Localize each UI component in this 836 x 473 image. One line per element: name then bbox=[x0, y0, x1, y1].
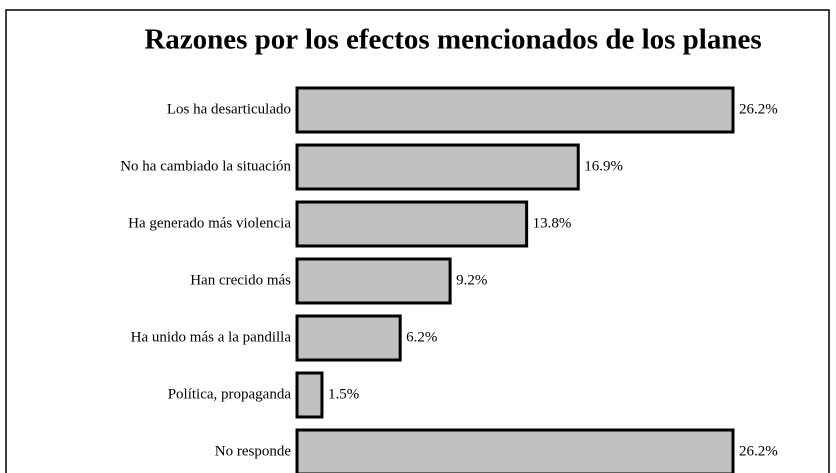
value-label: 1.5% bbox=[328, 386, 359, 402]
bar bbox=[295, 257, 452, 305]
value-label: 26.2% bbox=[739, 101, 778, 117]
value-label: 9.2% bbox=[456, 272, 487, 288]
category-label: Los ha desarticulado bbox=[167, 101, 291, 117]
category-label: Ha generado más violencia bbox=[128, 215, 291, 231]
bar bbox=[295, 371, 324, 419]
category-label: Han crecido más bbox=[190, 272, 291, 288]
category-label: No ha cambiado la situación bbox=[120, 158, 291, 174]
category-label: Ha unido más a la pandilla bbox=[131, 329, 292, 345]
value-label: 13.8% bbox=[533, 215, 572, 231]
value-label: 16.9% bbox=[584, 158, 623, 174]
bar bbox=[295, 143, 580, 191]
bar bbox=[295, 314, 402, 362]
category-label: No responde bbox=[215, 443, 292, 459]
bar bbox=[295, 428, 735, 473]
bar bbox=[295, 86, 735, 134]
category-label: Política, propaganda bbox=[168, 386, 292, 402]
chart-title: Razones por los efectos mencionados de l… bbox=[144, 24, 761, 56]
bar bbox=[295, 200, 529, 248]
value-label: 26.2% bbox=[739, 443, 778, 459]
value-label: 6.2% bbox=[406, 329, 437, 345]
